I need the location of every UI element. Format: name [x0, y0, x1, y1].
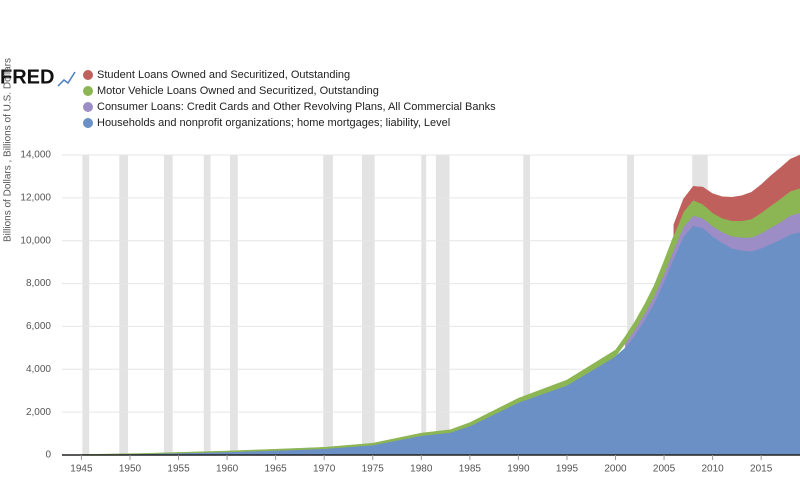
x-tick-label: 1995: [556, 464, 579, 475]
x-tick-label: 2000: [604, 464, 627, 475]
legend-label: Motor Vehicle Loans Owned and Securitize…: [97, 85, 379, 97]
x-tick-label: 1950: [119, 464, 142, 475]
y-tick-label: 2,000: [26, 407, 51, 418]
recession-band: [435, 155, 450, 455]
x-tick-label: 1955: [167, 464, 190, 475]
recession-band: [523, 155, 531, 455]
x-tick-label: 2015: [750, 464, 773, 475]
x-tick-label: 1985: [459, 464, 482, 475]
y-tick-label: 14,000: [20, 150, 51, 161]
y-tick-label: 10,000: [20, 235, 51, 246]
recession-band: [323, 155, 333, 455]
x-tick-label: 2005: [653, 464, 676, 475]
legend-swatch: [83, 118, 93, 128]
recession-band: [362, 155, 375, 455]
x-tick-label: 1960: [216, 464, 239, 475]
y-tick-label: 8,000: [26, 278, 51, 289]
legend-label: Student Loans Owned and Securitized, Out…: [97, 69, 350, 81]
x-tick-label: 1965: [265, 464, 288, 475]
recession-band: [229, 155, 238, 455]
logo: FRED: [0, 66, 54, 88]
y-tick-label: 4,000: [26, 364, 51, 375]
x-tick-label: 1990: [507, 464, 530, 475]
legend-label: Households and nonprofit organizations; …: [97, 117, 450, 129]
logo-icon: [57, 71, 76, 87]
recession-band: [421, 155, 427, 455]
legend-swatch: [83, 86, 93, 96]
x-tick-label: 1970: [313, 464, 336, 475]
y-tick-label: 6,000: [26, 321, 51, 332]
x-tick-label: 1945: [70, 464, 93, 475]
legend-swatch: [83, 70, 93, 80]
x-tick-label: 2010: [701, 464, 724, 475]
recession-band: [119, 155, 129, 455]
y-tick-label: 12,000: [20, 192, 51, 203]
area: [673, 154, 800, 236]
recession-band: [627, 155, 634, 455]
y-tick-label: 0: [45, 450, 51, 461]
legend-swatch: [83, 102, 93, 112]
area: [81, 187, 800, 455]
recession-band: [82, 155, 90, 455]
x-tick-label: 1975: [362, 464, 385, 475]
recession-band: [163, 155, 173, 455]
recession-band: [203, 155, 211, 455]
y-axis-label: Billions of Dollars , Billions of U.S. D…: [3, 58, 14, 242]
x-tick-label: 1980: [410, 464, 433, 475]
legend-label: Consumer Loans: Credit Cards and Other R…: [97, 101, 496, 113]
